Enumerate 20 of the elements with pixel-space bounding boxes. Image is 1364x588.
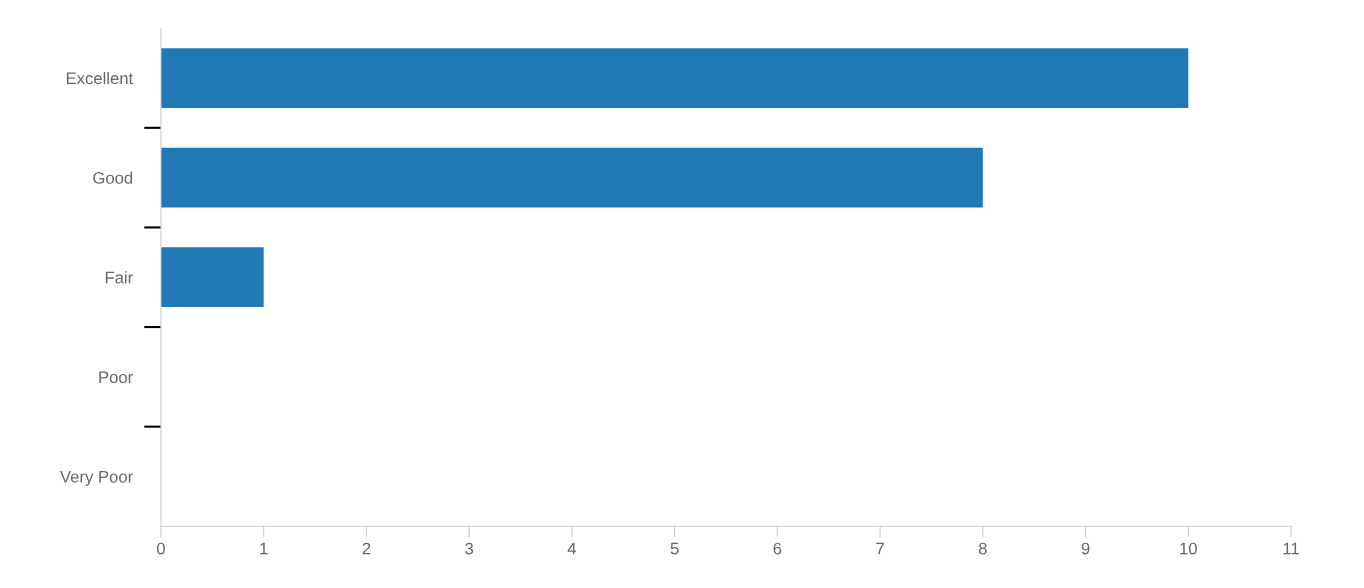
x-tick-label: 1 [260, 542, 268, 555]
bar [160, 48, 1189, 108]
y-tick-label: Good [93, 171, 133, 184]
x-tick-label: 11 [1283, 542, 1299, 555]
x-tick-label: 3 [465, 542, 474, 555]
y-tick-label: Excellent [66, 71, 134, 85]
x-tick-label: 0 [156, 542, 165, 555]
y-tick-label: Very Poor [60, 471, 133, 486]
x-tick-label: 6 [773, 542, 782, 555]
bar [160, 147, 983, 208]
y-tick-label: Poor [99, 371, 133, 384]
bar [160, 247, 264, 308]
x-tick-label: 2 [362, 542, 371, 555]
x-tick-label: 4 [567, 542, 577, 555]
x-tick-label: 10 [1180, 542, 1197, 555]
x-tick-label: 5 [670, 542, 679, 555]
y-tick-label: Fair [105, 271, 133, 284]
x-tick-label: 8 [978, 542, 987, 555]
x-tick-label: 9 [1081, 542, 1090, 555]
x-tick-label: 7 [876, 542, 884, 555]
